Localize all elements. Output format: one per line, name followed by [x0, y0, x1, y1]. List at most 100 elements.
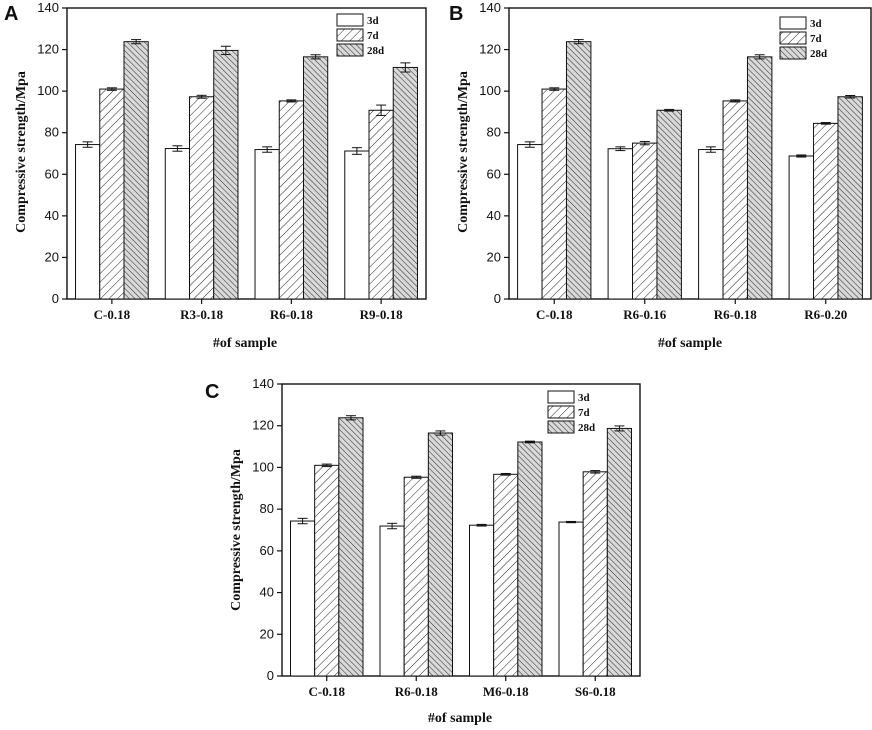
y-axis-title-b: Compressive strength/Mpa	[456, 71, 471, 233]
legend-swatch-28d	[779, 46, 807, 60]
x-tick-label: S6-0.18	[575, 684, 616, 699]
bar-7d-M6-0.18	[493, 473, 519, 677]
x-tick-label: R9-0.18	[360, 307, 403, 322]
legend-label-3d: 3d	[367, 15, 379, 27]
legend-label-7d: 7d	[810, 33, 822, 45]
y-tick-label: 140	[252, 376, 274, 391]
x-tick-label: C-0.18	[309, 684, 346, 699]
bar-28d-R6-0.18	[427, 432, 453, 677]
legend-label-7d: 7d	[367, 30, 379, 42]
bar-3d-C-0.18	[75, 144, 101, 300]
bar-28d-C-0.18	[338, 417, 364, 677]
y-tick-label: 40	[45, 208, 59, 223]
panel-label-c: C	[205, 381, 219, 403]
panel-label-b: B	[449, 3, 463, 25]
x-tick-label: R6-0.16	[623, 307, 666, 322]
y-tick-label: 140	[37, 0, 59, 15]
y-tick-label: 120	[252, 418, 274, 433]
panel-b: B Compressive strength/Mpa #of sample 0 2…	[449, 0, 872, 351]
bar-28d-C-0.18	[123, 41, 149, 300]
y-tick-label: 0	[494, 291, 501, 306]
x-axis-title-a: #of sample	[213, 336, 277, 351]
bar-28d-R9-0.18	[392, 66, 418, 300]
bar-3d-R6-0.16	[607, 148, 634, 300]
bar-7d-R6-0.18	[722, 100, 748, 300]
legend-label-28d: 28d	[367, 45, 384, 57]
plot-area-c: 0 20 40 60 80 100 120 140 C-0.18 R6-0.18 M6-0.18 S6…	[252, 376, 641, 699]
y-tick-label: 0	[267, 668, 274, 683]
x-axis-title-b: #of sample	[658, 336, 722, 351]
axes-frame	[281, 383, 641, 677]
bar-28d-R6-0.18	[302, 56, 329, 300]
panel-c: C Compressive strength/Mpa #of sample 0 2…	[205, 376, 641, 726]
y-tick-label: 20	[260, 626, 274, 641]
bar-3d-C-0.18	[517, 144, 543, 300]
bar-7d-R6-0.16	[632, 142, 658, 300]
y-tick-label: 80	[260, 501, 274, 516]
x-tick-label: C-0.18	[94, 307, 131, 322]
bar-3d-R6-0.20	[788, 155, 815, 300]
bar-7d-S6-0.18	[582, 471, 608, 677]
bar-3d-R6-0.18	[254, 149, 280, 300]
legend-label-7d: 7d	[578, 407, 590, 419]
bar-7d-C-0.18	[541, 88, 567, 300]
y-tick-label: 40	[487, 208, 501, 223]
x-tick-label: R6-0.18	[714, 307, 757, 322]
bar-3d-R6-0.18	[698, 149, 724, 300]
y-tick-label: 80	[45, 125, 59, 140]
bar-3d-S6-0.18	[558, 521, 584, 677]
y-tick-label: 120	[37, 42, 59, 57]
y-tick-label: 120	[479, 42, 501, 57]
legend-label-3d: 3d	[810, 18, 822, 30]
y-tick-label: 80	[487, 125, 501, 140]
y-tick-label: 20	[487, 249, 501, 264]
bar-7d-C-0.18	[99, 88, 125, 300]
bar-7d-C-0.18	[314, 464, 340, 677]
bar-7d-R6-0.18	[403, 476, 429, 677]
y-axis-title-a: Compressive strength/Mpa	[14, 71, 29, 233]
axes-frame	[66, 7, 427, 300]
bar-3d-R9-0.18	[344, 150, 370, 300]
legend-swatch-3d	[336, 13, 364, 27]
x-tick-label: R6-0.18	[270, 307, 313, 322]
x-tick-label: M6-0.18	[483, 684, 529, 699]
legend-swatch-3d	[547, 390, 575, 404]
legend-label-28d: 28d	[810, 48, 827, 60]
y-tick-label: 60	[487, 166, 501, 181]
x-tick-label: C-0.18	[536, 307, 573, 322]
panel-label-a: A	[4, 3, 18, 25]
legend-label-28d: 28d	[578, 422, 595, 434]
bar-7d-R6-0.18	[278, 100, 304, 300]
plot-area-a: 0 20 40 60 80 100 120 140 C-0.18 R3-0.18 R6-0.18 R9…	[37, 0, 427, 322]
y-tick-label: 140	[479, 0, 501, 15]
y-tick-label: 20	[45, 249, 59, 264]
x-tick-label: R6-0.18	[395, 684, 438, 699]
y-tick-label: 60	[45, 166, 59, 181]
legend-swatch-28d	[336, 43, 364, 57]
y-tick-label: 100	[252, 459, 274, 474]
bar-3d-M6-0.18	[469, 524, 495, 677]
y-tick-label: 100	[37, 83, 59, 98]
axes-frame	[508, 7, 872, 300]
y-tick-label: 0	[52, 291, 59, 306]
bar-3d-R6-0.18	[379, 525, 405, 677]
x-tick-label: R6-0.20	[804, 307, 847, 322]
x-axis-title-c: #of sample	[428, 711, 492, 726]
bar-7d-R3-0.18	[189, 96, 215, 300]
legend-swatch-28d	[547, 420, 575, 434]
panel-a: A Compressive strength/Mpa #of sample 0 2…	[4, 0, 427, 351]
y-tick-label: 100	[479, 83, 501, 98]
bar-3d-R3-0.18	[164, 148, 191, 300]
bar-7d-R6-0.20	[813, 122, 839, 300]
y-tick-label: 40	[260, 585, 274, 600]
bar-3d-C-0.18	[290, 520, 316, 677]
y-tick-label: 60	[260, 543, 274, 558]
bar-28d-C-0.18	[565, 41, 592, 300]
legend-swatch-3d	[779, 16, 807, 30]
bar-28d-R6-0.16	[656, 109, 682, 300]
bar-7d-R9-0.18	[368, 109, 394, 300]
bar-28d-M6-0.18	[517, 441, 543, 677]
bar-28d-R6-0.18	[746, 56, 773, 300]
x-tick-label: R3-0.18	[180, 307, 223, 322]
